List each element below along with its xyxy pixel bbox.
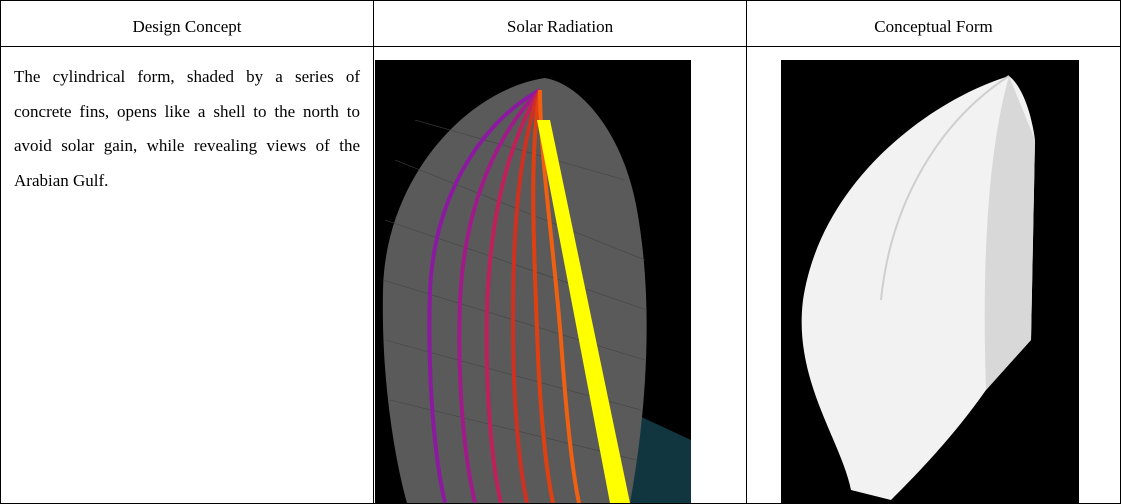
header-cell: Design Concept (1, 12, 373, 42)
table: Design Concept Solar Radiation Conceptua… (0, 0, 1121, 504)
header-cell: Conceptual Form (747, 12, 1120, 42)
description: The cylindrical form, shaded by a series… (14, 60, 360, 198)
page: Design Concept Solar Radiation Conceptua… (0, 0, 1121, 504)
solar-radiation-image (375, 60, 691, 503)
header-cell: Solar Radiation (374, 12, 746, 42)
conceptual-form-image (781, 60, 1079, 503)
